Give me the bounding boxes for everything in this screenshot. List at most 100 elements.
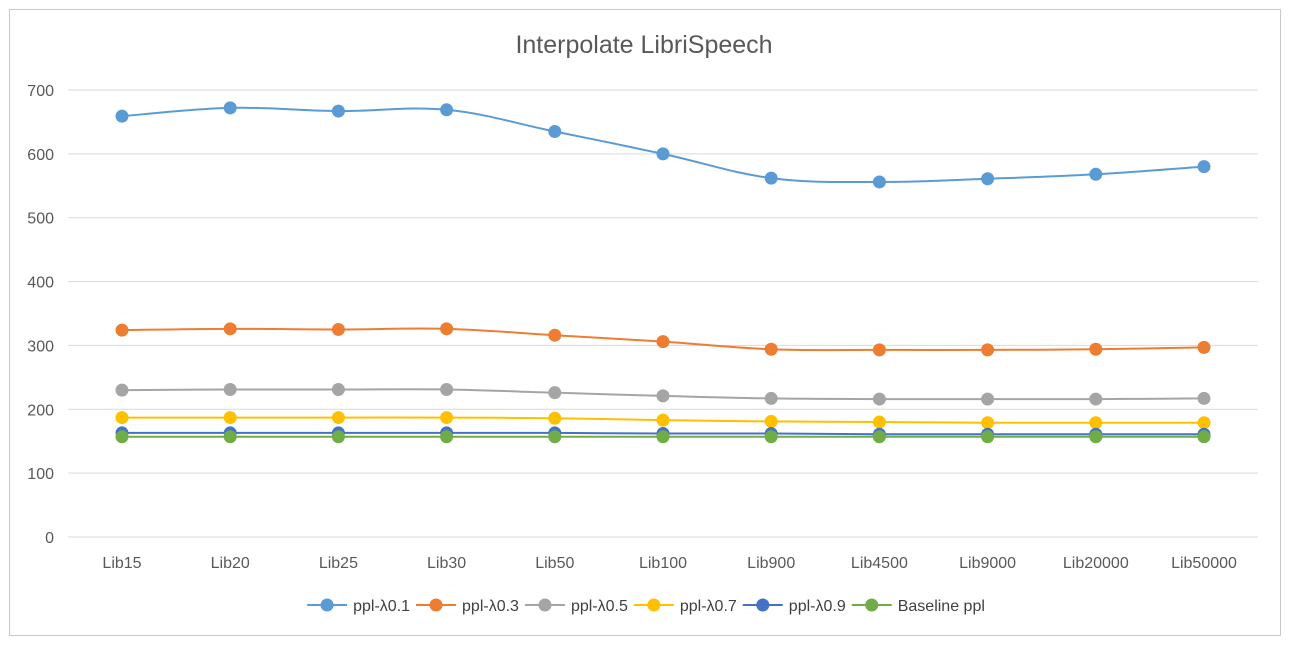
data-point <box>656 335 670 349</box>
legend-marker <box>756 598 770 612</box>
legend-label: ppl-λ0.9 <box>789 598 846 615</box>
data-point <box>223 322 237 336</box>
x-axis-ticks: Lib15 Lib20 Lib25 Lib30 Lib50 Lib100 Lib900 Lib… <box>102 555 1237 572</box>
x-tick-label: Lib20 <box>211 555 250 572</box>
x-tick-label: Lib50 <box>535 555 574 572</box>
data-point <box>872 175 886 189</box>
y-tick-label: 300 <box>27 338 54 355</box>
data-point <box>981 172 995 186</box>
data-point <box>331 322 345 336</box>
data-point <box>331 430 345 444</box>
data-point <box>331 104 345 118</box>
series-3 <box>115 411 1211 430</box>
y-tick-label: 700 <box>27 83 54 100</box>
data-point <box>656 147 670 161</box>
x-tick-label: Lib30 <box>427 555 466 572</box>
data-point <box>872 415 886 429</box>
data-point <box>223 101 237 115</box>
data-point <box>440 411 454 425</box>
x-tick-label: Lib9000 <box>959 555 1016 572</box>
data-point <box>440 103 454 117</box>
gridlines <box>68 89 1258 538</box>
legend-marker <box>538 598 552 612</box>
data-point <box>1089 416 1103 430</box>
y-tick-label: 400 <box>27 275 54 292</box>
data-point <box>981 430 995 444</box>
data-point <box>764 430 778 444</box>
data-point <box>1197 430 1211 444</box>
x-tick-label: Lib20000 <box>1063 555 1129 572</box>
data-point <box>981 343 995 357</box>
data-point <box>440 322 454 336</box>
y-axis-ticks: 0 100 200 300 400 500 600 700 <box>27 83 54 547</box>
data-point <box>872 430 886 444</box>
series-1 <box>115 322 1211 357</box>
data-point <box>548 411 562 425</box>
chart-frame <box>9 9 1281 636</box>
x-tick-label: Lib100 <box>639 555 687 572</box>
legend-marker <box>865 598 879 612</box>
data-point <box>764 391 778 405</box>
data-point <box>548 328 562 342</box>
data-point <box>764 342 778 356</box>
data-point <box>764 171 778 185</box>
data-point <box>872 343 886 357</box>
legend-marker <box>647 598 661 612</box>
data-point <box>115 109 129 123</box>
x-tick-label: Lib25 <box>319 555 358 572</box>
series-layer <box>115 101 1211 444</box>
legend-marker <box>320 598 334 612</box>
data-point <box>1089 342 1103 356</box>
data-point <box>1089 392 1103 406</box>
legend-label: ppl-λ0.7 <box>680 598 737 615</box>
y-tick-label: 600 <box>27 147 54 164</box>
data-point <box>115 323 129 337</box>
data-point <box>1089 167 1103 181</box>
legend-marker <box>429 598 443 612</box>
legend-item: ppl-λ0.3 <box>416 598 519 615</box>
data-point <box>331 411 345 425</box>
series-5 <box>115 430 1211 444</box>
legend-item: ppl-λ0.7 <box>633 598 737 615</box>
data-point <box>115 383 129 397</box>
legend-item: Baseline ppl <box>851 598 985 615</box>
data-point <box>115 411 129 425</box>
legend: ppl-λ0.1 ppl-λ0.3 ppl-λ0.5 ppl-λ0.7 ppl-λ0.9… <box>307 598 985 615</box>
data-point <box>115 430 129 444</box>
series-2 <box>115 382 1211 406</box>
data-point <box>548 430 562 444</box>
data-point <box>440 382 454 396</box>
legend-label: ppl-λ0.1 <box>353 598 410 615</box>
data-point <box>223 411 237 425</box>
y-tick-label: 500 <box>27 211 54 228</box>
data-point <box>981 416 995 430</box>
data-point <box>331 382 345 396</box>
data-point <box>872 392 886 406</box>
legend-label: Baseline ppl <box>898 598 985 615</box>
data-point <box>656 430 670 444</box>
y-tick-label: 200 <box>27 402 54 419</box>
y-tick-label: 100 <box>27 466 54 483</box>
data-point <box>223 430 237 444</box>
chart-title: Interpolate LibriSpeech <box>515 31 772 59</box>
data-point <box>656 389 670 403</box>
x-tick-label: Lib900 <box>747 555 795 572</box>
data-point <box>1197 160 1211 174</box>
series-line <box>121 106 1205 184</box>
y-tick-label: 0 <box>45 530 54 547</box>
data-point <box>548 125 562 139</box>
data-point <box>1197 416 1211 430</box>
legend-label: ppl-λ0.5 <box>571 598 628 615</box>
data-point <box>440 430 454 444</box>
x-tick-label: Lib50000 <box>1171 555 1237 572</box>
legend-item: ppl-λ0.5 <box>524 598 628 615</box>
data-point <box>1197 340 1211 354</box>
data-point <box>656 413 670 427</box>
data-point <box>223 382 237 396</box>
legend-item: ppl-λ0.9 <box>742 598 846 615</box>
data-point <box>1089 430 1103 444</box>
data-point <box>764 414 778 428</box>
legend-label: ppl-λ0.3 <box>462 598 519 615</box>
x-tick-label: Lib15 <box>102 555 141 572</box>
